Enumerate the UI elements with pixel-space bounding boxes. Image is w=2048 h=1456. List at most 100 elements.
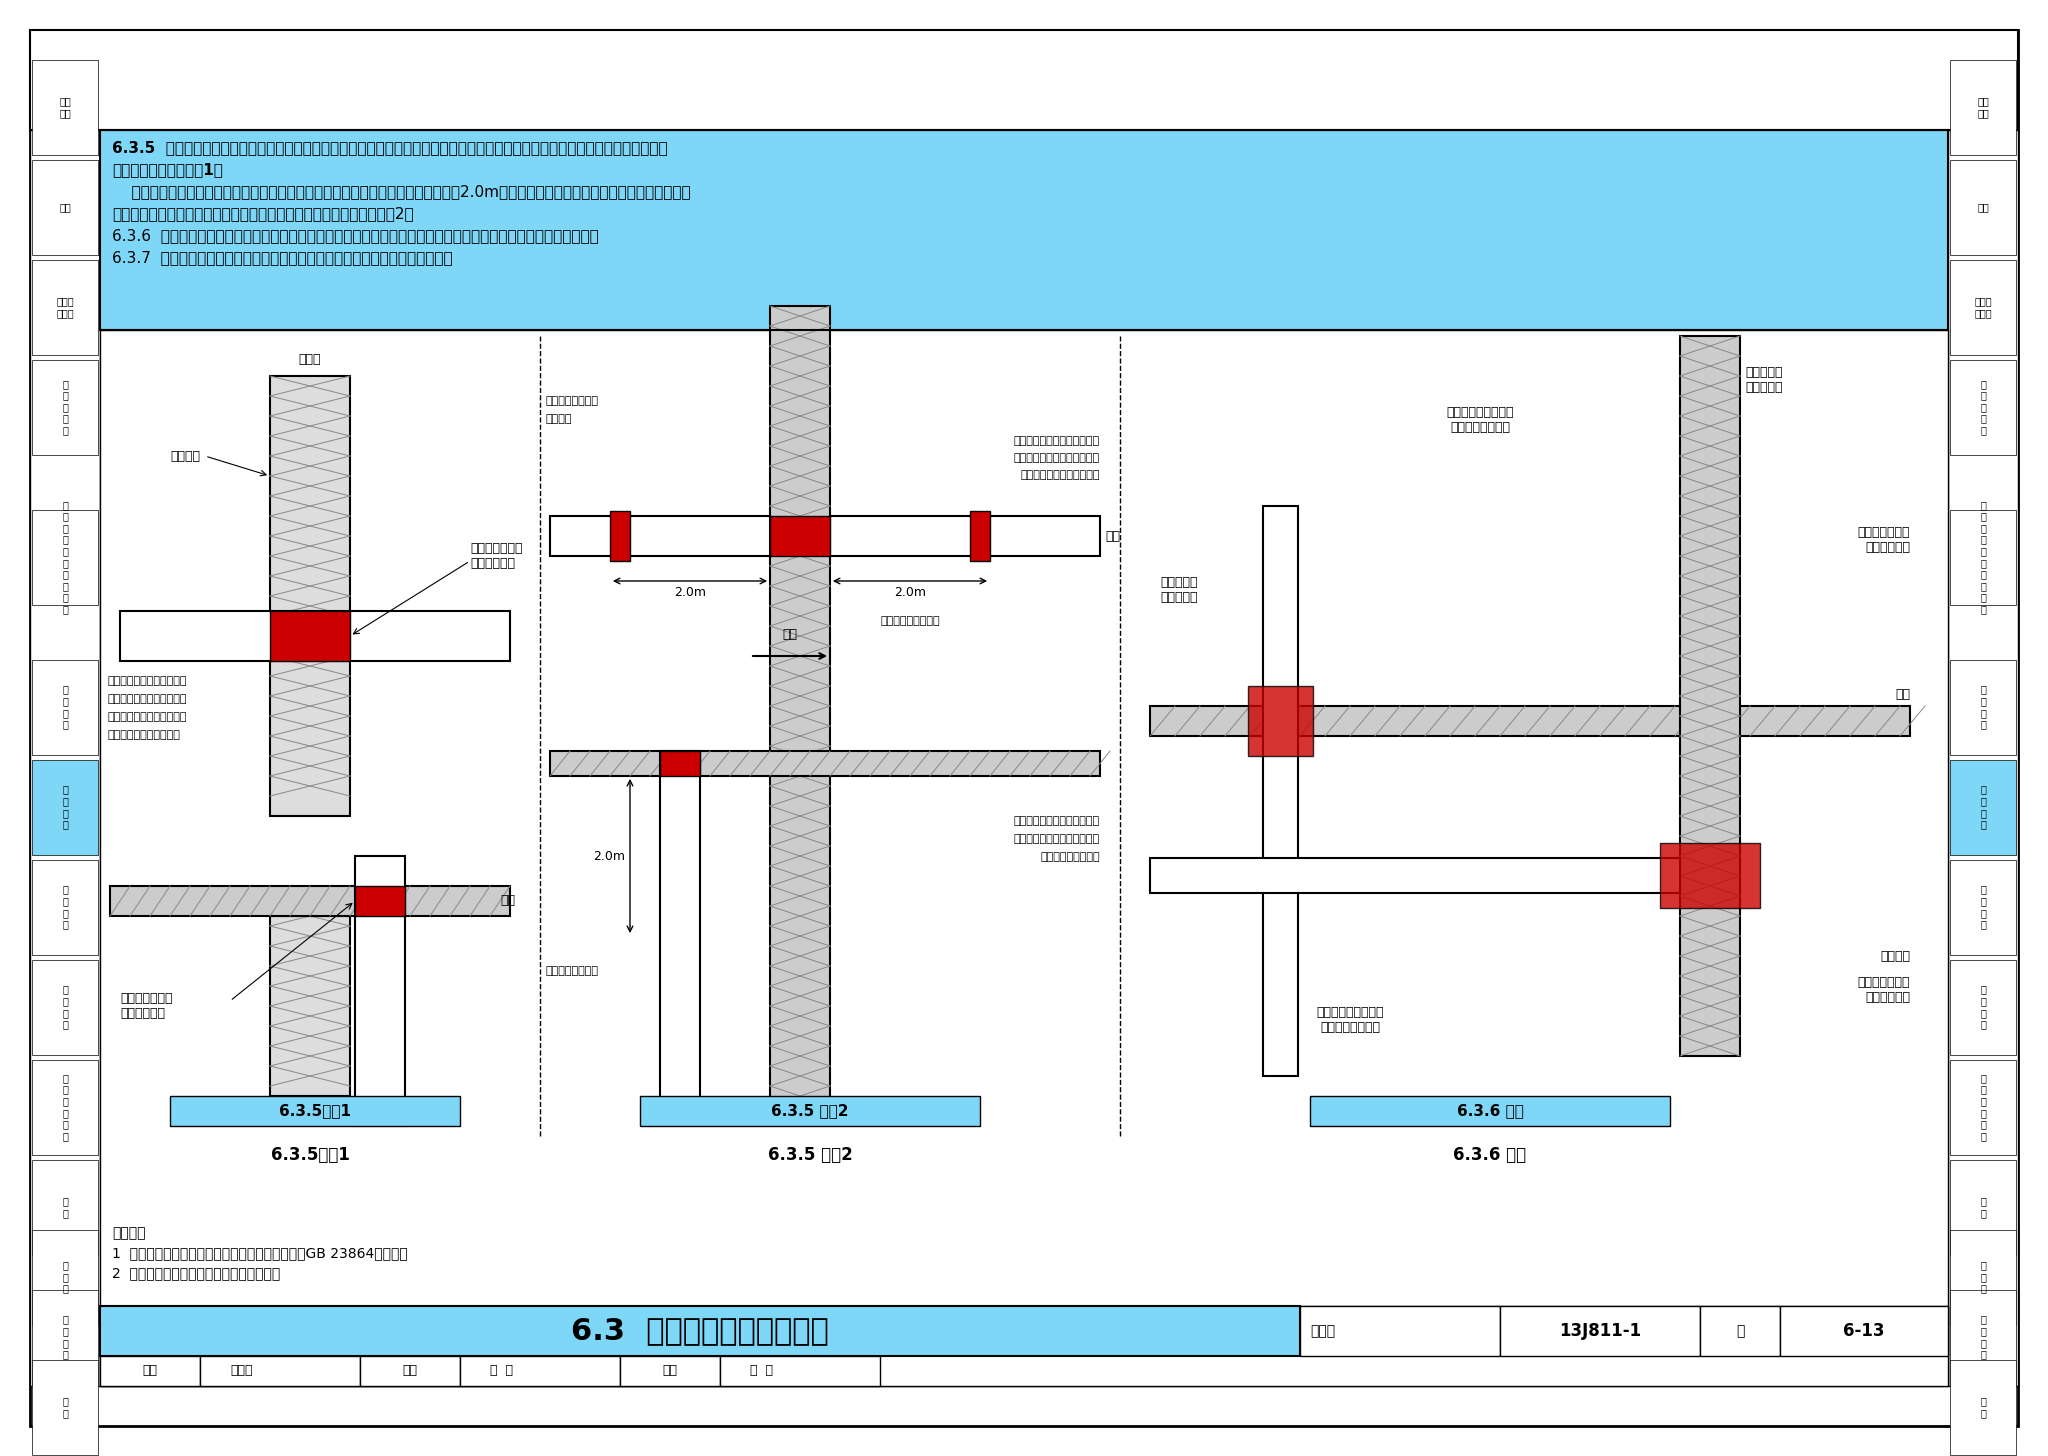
Text: 采用防火封
堵材料封堵: 采用防火封 堵材料封堵	[1745, 365, 1782, 395]
Text: 厂
房
和
仓
库: 厂 房 和 仓 库	[1980, 379, 1987, 435]
Bar	[201, 1356, 360, 1386]
Bar	[770, 306, 829, 1107]
Bar	[551, 751, 1100, 776]
Text: 民
用
建
筑: 民 用 建 筑	[61, 684, 68, 729]
Text: 采用防火封
堵材料封堵: 采用防火封 堵材料封堵	[1159, 577, 1198, 604]
Bar	[1950, 1360, 2015, 1455]
Bar	[1950, 360, 2015, 454]
Text: 防火隔墙: 防火隔墙	[545, 414, 571, 424]
Text: 曹  奕: 曹 奕	[750, 1364, 772, 1377]
Bar	[100, 1356, 201, 1386]
Text: 防火阀、排烟防火阀: 防火阀、排烟防火阀	[881, 616, 940, 626]
Bar	[659, 751, 700, 776]
Bar	[1950, 1160, 2015, 1255]
Text: 2.0m: 2.0m	[594, 849, 625, 862]
Text: 13J811-1: 13J811-1	[1559, 1322, 1640, 1340]
Bar	[639, 1096, 981, 1125]
Bar	[33, 1360, 98, 1455]
Text: 封堵材料封堵。【图示1】: 封堵材料封堵。【图示1】	[113, 162, 223, 178]
Text: 2.0m: 2.0m	[674, 585, 707, 598]
Text: 供
暖
通
风
空
调: 供 暖 通 风 空 调	[61, 1073, 68, 1142]
Bar	[33, 960, 98, 1056]
Text: 交
通
隧
道: 交 通 隧 道	[1980, 1315, 1987, 1360]
Text: 防火封堵材料封堵: 防火封堵材料封堵	[545, 965, 598, 976]
Text: 6-13: 6-13	[1843, 1322, 1884, 1340]
Text: 民
用
建
筑: 民 用 建 筑	[1980, 684, 1987, 729]
Bar	[111, 887, 510, 916]
Text: 宜采用防火套管
等取阻火措施: 宜采用防火套管 等取阻火措施	[1858, 976, 1911, 1005]
Bar	[1950, 261, 2015, 355]
Bar	[1950, 1290, 2015, 1385]
Text: 火隔墙、楼板和防火墙时: 火隔墙、楼板和防火墙时	[109, 729, 180, 740]
Bar	[270, 612, 350, 661]
Text: 1  防火封堵材料应符合国家标准《防火封堵材料》GB 23864的要求；: 1 防火封堵材料应符合国家标准《防火封堵材料》GB 23864的要求；	[113, 1246, 408, 1259]
Bar	[31, 130, 100, 1386]
Text: 目录: 目录	[59, 202, 72, 213]
Text: 防烟、排烟、供暖、通风和: 防烟、排烟、供暖、通风和	[109, 676, 188, 686]
Text: 6.3.7  建筑屋顶上的开口与邻近建筑或设施之间，应采取防止火灾蔓延的措施。: 6.3.7 建筑屋顶上的开口与邻近建筑或设施之间，应采取防止火灾蔓延的措施。	[113, 250, 453, 265]
Text: 6.3.5 图示2: 6.3.5 图示2	[768, 1146, 852, 1163]
Text: 建筑内受高温或火焰
作用易变形的管道: 建筑内受高温或火焰 作用易变形的管道	[1446, 406, 1513, 434]
Bar	[1780, 1306, 1948, 1356]
Bar	[971, 511, 989, 561]
Text: 蔡晓昀: 蔡晓昀	[229, 1364, 252, 1377]
Bar	[1264, 507, 1298, 1076]
Text: 页: 页	[1737, 1324, 1745, 1338]
Text: 6.3.5  防烟、排烟、供暖、通风和空气调节系统中的管道及建筑内的其他管道，在穿越防火隔墙、楼板和防火墙处的孔隙应采用防火: 6.3.5 防烟、排烟、供暖、通风和空气调节系统中的管道及建筑内的其他管道，在穿…	[113, 140, 668, 154]
Text: 木
结
构: 木 结 构	[61, 1261, 68, 1293]
Bar	[31, 31, 2017, 130]
Text: 空气调节系统中的管道及建: 空气调节系统中的管道及建	[109, 695, 188, 705]
Bar	[33, 1160, 98, 1255]
Bar	[354, 856, 406, 1125]
Bar	[100, 1306, 1300, 1356]
Bar	[1661, 843, 1759, 909]
Bar	[270, 916, 350, 1096]
Text: 于该楼板的耐火极限: 于该楼板的耐火极限	[1040, 852, 1100, 862]
Text: 火保护措施，且耐火极限不低: 火保护措施，且耐火极限不低	[1014, 453, 1100, 463]
Text: 建筑内受高温或火焰
作用易变形的管道: 建筑内受高温或火焰 作用易变形的管道	[1317, 1006, 1384, 1034]
Bar	[621, 1356, 721, 1386]
Text: 风管: 风管	[1106, 530, 1120, 543]
Text: 6.3.5图示1: 6.3.5图示1	[279, 1104, 350, 1118]
Text: 灭
火
设
施: 灭 火 设 施	[1980, 885, 1987, 929]
Bar	[1151, 858, 1679, 893]
Text: 气流: 气流	[782, 628, 797, 641]
Text: 6.3.5 图示2: 6.3.5 图示2	[772, 1104, 848, 1118]
Text: 2.0m: 2.0m	[895, 585, 926, 598]
Bar	[354, 887, 406, 916]
Text: 采用耐火风管或其外壁采取防: 采用耐火风管或其外壁采取防	[1014, 435, 1100, 446]
Bar	[360, 1356, 461, 1386]
Bar	[33, 1290, 98, 1385]
Text: 风管穿过防火隔墙、楼板和防火墙时，穿越处风管上的防火阀、排烟防火阀两侧各2.0m范围内的风管应采用耐火风管或风管外壁应采取: 风管穿过防火隔墙、楼板和防火墙时，穿越处风管上的防火阀、排烟防火阀两侧各2.0m…	[113, 183, 690, 199]
Text: 目录: 目录	[1976, 202, 1989, 213]
Text: 孔隙应采用防火
封堵材料封堵: 孔隙应采用防火 封堵材料封堵	[469, 542, 522, 569]
Text: 防火保护措施，且耐火极限不应低于该防火分隔体的耐火极限。【图示2】: 防火保护措施，且耐火极限不应低于该防火分隔体的耐火极限。【图示2】	[113, 205, 414, 221]
Bar	[1151, 706, 1911, 735]
Text: 楼板: 楼板	[1894, 689, 1911, 700]
Text: 楼板: 楼板	[500, 894, 514, 907]
Text: 消
防
设
置: 消 防 设 置	[1980, 984, 1987, 1029]
Bar	[1311, 1096, 1669, 1125]
Text: 火保护措施，且耐火极限不低: 火保护措施，且耐火极限不低	[1014, 834, 1100, 844]
Bar	[33, 261, 98, 355]
Bar	[33, 1060, 98, 1155]
Bar	[1950, 160, 2015, 255]
Text: 采用耐火风管或其外壁采取防: 采用耐火风管或其外壁采取防	[1014, 815, 1100, 826]
Text: 编制
说明: 编制 说明	[1976, 96, 1989, 118]
Bar	[170, 1096, 461, 1125]
Text: 供
暖
通
风
空
调: 供 暖 通 风 空 调	[1980, 1073, 1987, 1142]
Bar	[33, 160, 98, 255]
Bar	[1948, 130, 2017, 1386]
Bar	[1700, 1306, 1780, 1356]
Text: 木
结
构: 木 结 构	[1980, 1261, 1987, 1293]
Bar	[1300, 1306, 1499, 1356]
Text: 甲
乙
丙
丁
戊
类
厂
房
仓
库: 甲 乙 丙 丁 戊 类 厂 房 仓 库	[1980, 499, 1987, 614]
Bar	[33, 760, 98, 855]
Bar	[33, 360, 98, 454]
Bar	[1950, 1230, 2015, 1325]
Text: 总术符
则语号: 总术符 则语号	[1974, 296, 1993, 317]
Bar	[610, 511, 631, 561]
Bar	[1950, 60, 2015, 154]
Bar	[461, 1356, 621, 1386]
Text: 厂
房
和
仓
库: 厂 房 和 仓 库	[61, 379, 68, 435]
